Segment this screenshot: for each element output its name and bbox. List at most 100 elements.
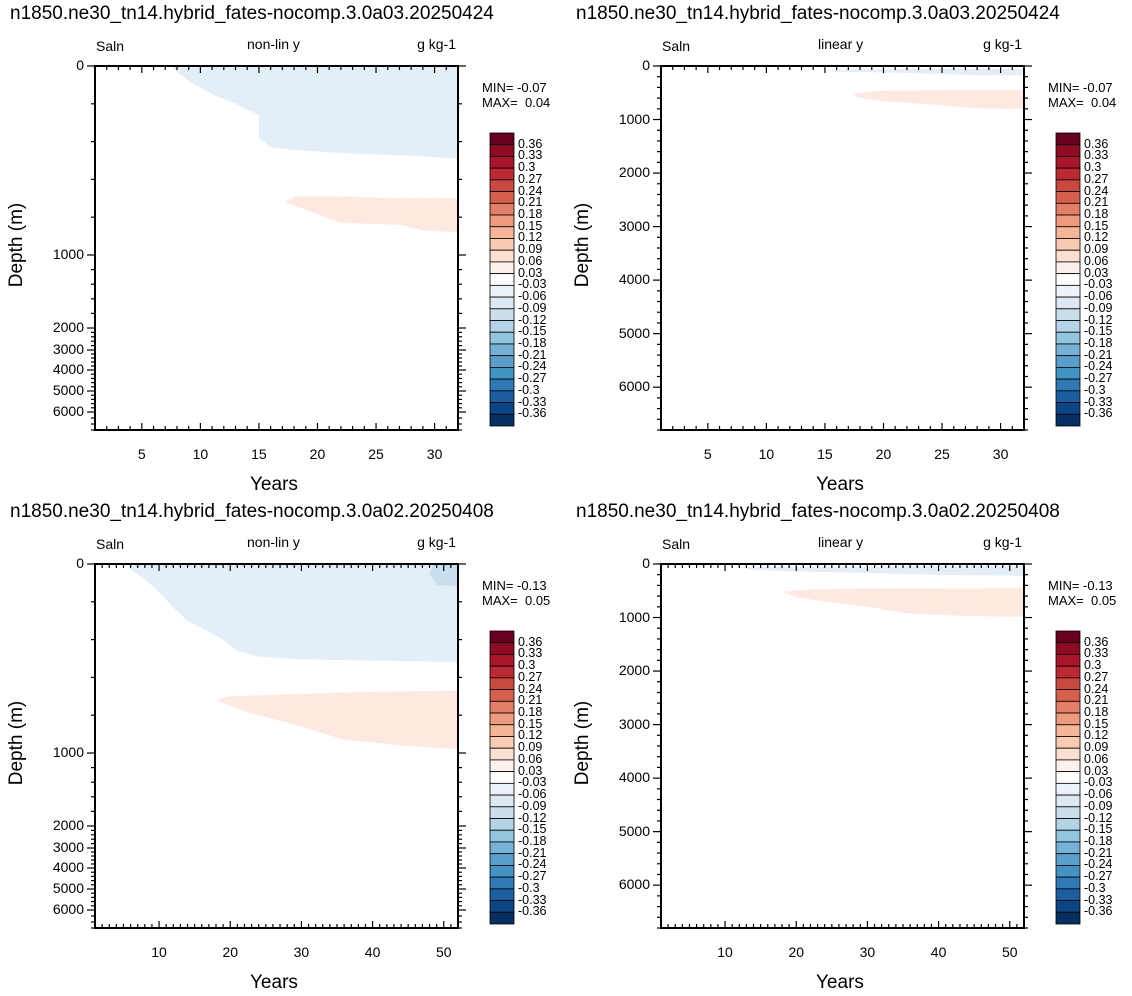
contour-region-positive [284, 196, 458, 233]
field-label: Saln [662, 38, 691, 54]
max-label: MAX= 0.05 [1048, 593, 1117, 608]
colorbar-label: 0.03 [518, 265, 543, 280]
colorbar-label: 0.12 [1084, 230, 1109, 245]
units-label: g kg-1 [983, 534, 1022, 550]
min-label: MIN= -0.07 [482, 80, 547, 95]
colorbar-label: 0.06 [1084, 751, 1109, 766]
colorbar-swatch [1055, 782, 1081, 796]
colorbar-swatch [489, 202, 515, 216]
colorbar-swatch [1055, 261, 1081, 275]
colorbar-label: 0.21 [1084, 693, 1109, 708]
colorbar-label: 0.12 [1084, 728, 1109, 743]
min-label: MIN= -0.13 [482, 578, 547, 593]
colorbar-label: -0.3 [518, 880, 540, 895]
field-label: Saln [96, 536, 125, 552]
colorbar-swatch [489, 888, 515, 901]
colorbar-label: -0.3 [1084, 382, 1106, 397]
y-tick-label: 2000 [618, 662, 650, 679]
colorbar-label: 0.3 [1084, 160, 1102, 175]
colorbar-label: -0.36 [518, 406, 547, 421]
colorbar-swatch [489, 712, 515, 726]
colorbar-label: 0.15 [1084, 716, 1109, 731]
y-tick-label: 6000 [52, 403, 84, 419]
y-tick-label: 5000 [618, 324, 650, 341]
colorbar-label: 0.09 [1084, 242, 1109, 257]
y-tick-label: 3000 [52, 341, 84, 357]
colorbar-label: -0.15 [1084, 324, 1113, 339]
plot-frame [660, 563, 1025, 929]
colorbar-label: -0.36 [1084, 406, 1113, 421]
x-axis-label: Years [816, 474, 864, 495]
colorbar-label: 0.09 [1084, 740, 1109, 755]
y-tick-label: 0 [642, 57, 650, 73]
panel-title: n1850.ne30_tn14.hybrid_fates-nocomp.3.0a… [10, 501, 494, 522]
colorbar-swatch [1055, 167, 1081, 181]
colorbar-swatch [489, 747, 515, 761]
colorbar-swatch [1055, 214, 1081, 228]
y-tick-label: 3000 [618, 715, 650, 732]
y-tick-label: 6000 [52, 901, 84, 917]
colorbar-label: 0.3 [518, 658, 536, 673]
colorbar-label: -0.12 [518, 312, 547, 327]
colorbar-swatch [1055, 226, 1081, 239]
colorbar-swatch [1055, 654, 1081, 667]
colorbar-label: 0.3 [518, 160, 536, 175]
colorbar-label: 0.27 [518, 669, 543, 684]
colorbar-label: -0.06 [518, 787, 547, 802]
plot-frame [660, 65, 1025, 431]
colorbar-swatch [489, 378, 515, 392]
x-tick-label: 10 [717, 944, 733, 960]
colorbar-swatch [489, 771, 515, 784]
colorbar-swatch [489, 179, 515, 193]
colorbar-swatch [1055, 191, 1081, 204]
colorbar-label: 0.27 [1084, 171, 1109, 186]
colorbar-swatch [489, 390, 515, 403]
x-tick-label: 30 [859, 944, 876, 960]
colorbar-swatch [1055, 249, 1081, 263]
y-axis-label: Depth (m) [572, 700, 593, 786]
colorbar-swatch [489, 665, 515, 679]
x-tick-label: 10 [151, 944, 167, 960]
x-tick-label: 40 [930, 944, 947, 960]
x-axis-label: Years [250, 474, 298, 495]
colorbar-label: 0.36 [1084, 136, 1109, 151]
colorbar-swatch [489, 642, 515, 655]
y-scale-label: linear y [818, 36, 864, 52]
colorbar-label: -0.24 [1084, 857, 1113, 872]
y-tick-label: 6000 [618, 876, 650, 893]
chart-svg [87, 65, 515, 431]
x-tick-label: 15 [817, 446, 833, 462]
colorbar-swatch [1055, 665, 1081, 679]
y-tick-label: 1000 [618, 608, 650, 625]
colorbar-label: 0.33 [518, 646, 543, 661]
colorbar-label: -0.27 [518, 371, 547, 386]
x-tick-label: 15 [251, 446, 267, 462]
colorbar-label: 0.06 [518, 751, 543, 766]
y-axis-label: Depth (m) [572, 202, 593, 288]
panel-top-left: 5 10 15 20 25 30 0 1000 2000 3000 4000 5000 6000 n185… [0, 0, 566, 498]
chart-svg [87, 563, 515, 929]
colorbar-label: -0.27 [1084, 371, 1113, 386]
colorbar-label: -0.24 [518, 857, 547, 872]
colorbar-label: 0.15 [1084, 218, 1109, 233]
colorbar-swatch [1055, 630, 1081, 644]
colorbar-swatch [1055, 853, 1081, 866]
colorbar-swatch [1055, 677, 1081, 691]
colorbar-label: -0.18 [518, 335, 547, 350]
colorbar-label: 0.18 [518, 207, 543, 222]
colorbar-swatch [489, 261, 515, 275]
x-tick-label: 40 [364, 944, 381, 960]
colorbar-swatch [1055, 132, 1081, 146]
colorbar-label: 0.18 [1084, 705, 1109, 720]
colorbar-swatch [489, 413, 515, 427]
x-axis-label: Years [816, 972, 864, 993]
colorbar-swatch [489, 144, 515, 157]
colorbar-swatch [1055, 876, 1081, 890]
y-tick-label: 2000 [618, 164, 650, 181]
contour-region-positive [782, 588, 1024, 617]
colorbar-label: -0.15 [518, 822, 547, 837]
colorbar-swatch [489, 794, 515, 808]
colorbar-label: -0.18 [1084, 335, 1113, 350]
colorbar-label: 0.33 [1084, 148, 1109, 163]
colorbar-label: 0.06 [1084, 253, 1109, 268]
